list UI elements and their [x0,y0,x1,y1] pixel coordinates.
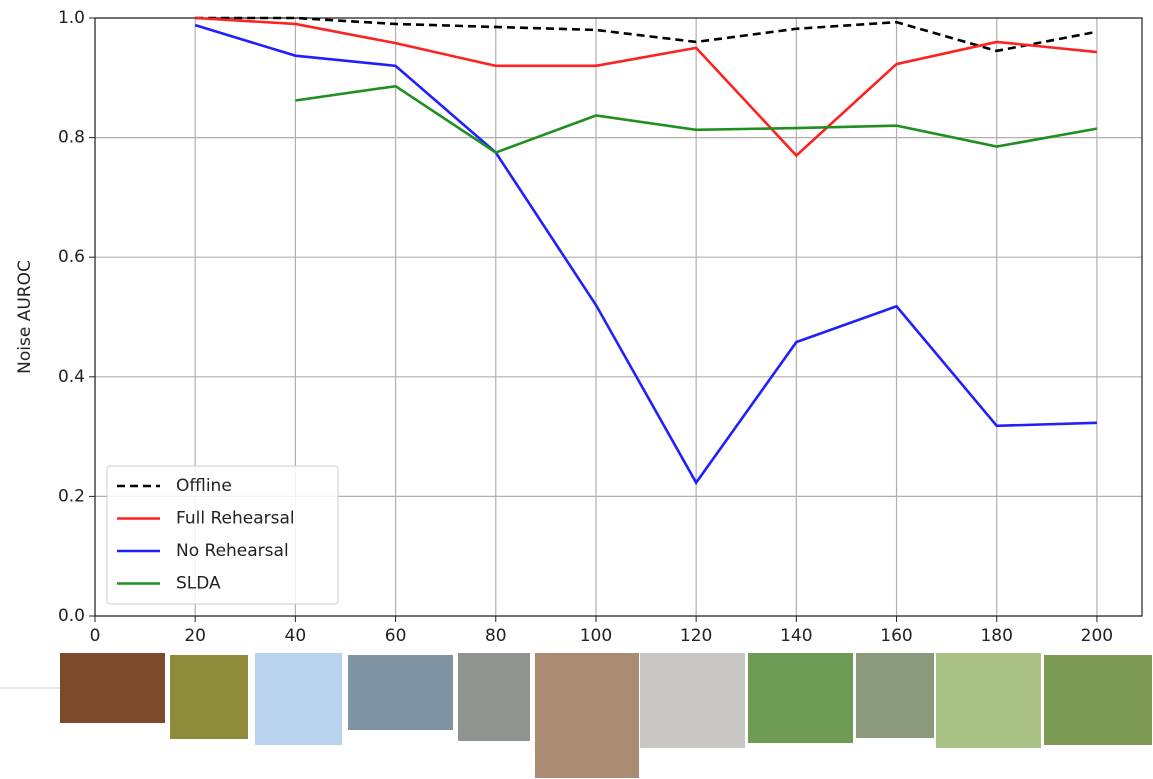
bird-image [856,653,934,738]
x-tick-label: 80 [485,626,507,646]
bird-image [640,653,745,748]
y-tick-label: 0.2 [58,486,85,506]
y-tick-label: 0.4 [58,367,85,387]
bird-image [255,653,342,745]
x-tick-label: 20 [184,626,206,646]
bird-images [0,653,1152,778]
series-line [195,18,1097,156]
bird-image [936,653,1041,748]
legend-label: Offline [176,476,232,496]
y-tick-label: 0.8 [58,128,85,148]
y-axis-label: Noise AUROC [15,260,35,374]
y-tick-label: 0.0 [58,606,85,626]
x-tick-label: 40 [285,626,307,646]
x-tick-label: 120 [680,626,712,646]
series-line [195,25,1097,482]
bird-image [1044,655,1152,745]
x-tick-label: 160 [880,626,912,646]
x-tick-label: 100 [580,626,612,646]
bird-image [348,655,453,730]
x-tick-label: 180 [980,626,1012,646]
legend: Offline Full Rehearsal No Rehearsal SLDA [107,466,338,604]
bird-image [458,653,530,741]
bird-image [535,653,639,778]
x-tick-label: 140 [780,626,812,646]
page: Noise AUROC 0.0 0.2 0.4 0.6 0.8 1.0 0 20 40 60 80 1… [0,0,1153,779]
bird-image [60,653,165,723]
chart: Noise AUROC 0.0 0.2 0.4 0.6 0.8 1.0 0 20 40 60 80 1… [0,0,1153,779]
x-tick-label: 0 [90,626,101,646]
series-line [195,18,1097,51]
legend-label: No Rehearsal [176,541,289,561]
legend-label: Full Rehearsal [176,509,295,529]
x-tick-label: 200 [1081,626,1113,646]
y-tick-label: 1.0 [58,8,85,28]
bird-image [748,653,853,743]
x-tick-label: 60 [385,626,407,646]
y-tick-label: 0.6 [58,247,85,267]
bird-image [170,655,248,739]
legend-label: SLDA [176,574,221,594]
